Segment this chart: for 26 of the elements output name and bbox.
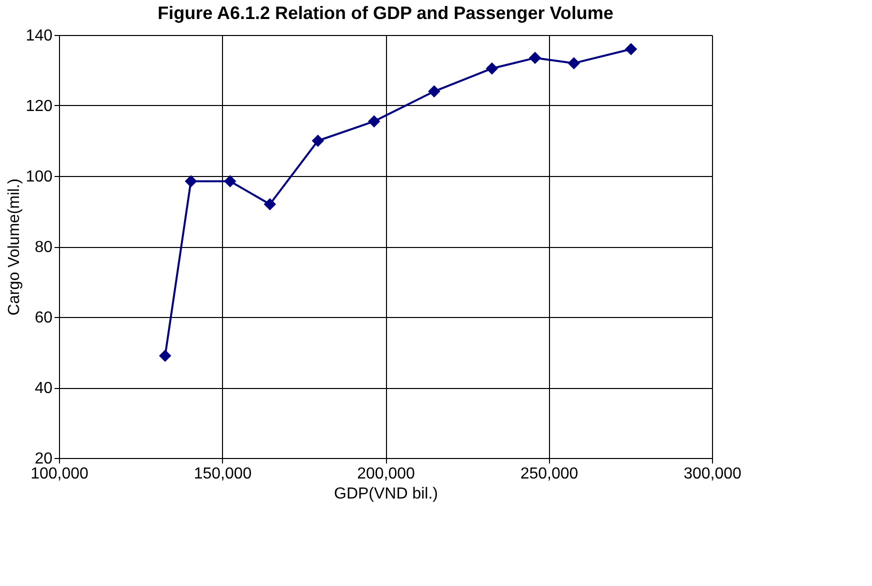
y-tick-label: 20 (34, 450, 53, 468)
point (568, 57, 580, 70)
point (428, 85, 440, 98)
point (312, 134, 324, 147)
x-tick-label: 200,000 (357, 466, 416, 482)
x-tick-label: 250,000 (520, 466, 578, 482)
y-tick-label: 100 (26, 168, 53, 186)
y-tick-label: 60 (34, 310, 53, 326)
y-tick-label: 80 (34, 239, 53, 256)
x-tick-label: 100,000 (30, 466, 89, 482)
y-tick-label: 40 (34, 380, 53, 397)
x-axis-title: GDP(VND bil.) (334, 486, 438, 502)
y-tick-label: 120 (26, 98, 53, 115)
y-axis-title: Cargo Volume(mil.) (6, 178, 23, 316)
point (528, 52, 542, 64)
point (486, 62, 498, 75)
chart-title: Figure A6.1.2 Relation of GDP and Passenger Volume (158, 3, 614, 23)
point (264, 198, 276, 210)
point (624, 42, 638, 56)
x-tick-label: 300,000 (684, 466, 742, 482)
point (158, 350, 172, 362)
point (368, 115, 380, 128)
x-tick-label: 150,000 (194, 466, 252, 482)
point (184, 175, 198, 188)
y-tick-label: 140 (26, 28, 53, 44)
point (224, 175, 236, 188)
